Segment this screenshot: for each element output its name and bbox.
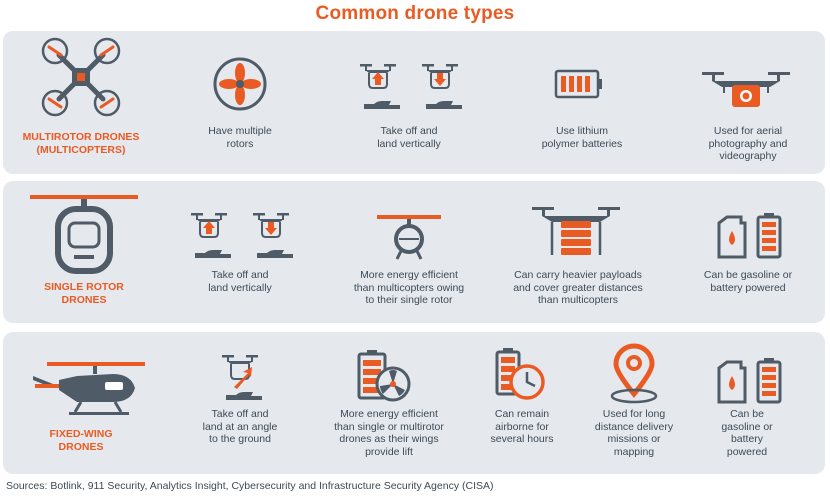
feature-label: Used for aerial photography and videograph… (708, 125, 788, 162)
quadcopter-icon (41, 37, 121, 117)
feature-label: Take off and land at an angle to the groun… (202, 408, 278, 445)
single-rotor-drone-icon (30, 195, 138, 274)
feature-label: Take off and land vertically (377, 125, 441, 150)
angled-takeoff-icon (221, 354, 262, 400)
page-title: Common drone types (315, 3, 515, 24)
camera-drone-icon (702, 72, 790, 107)
feature-label: Use lithium polymer batteries (541, 125, 623, 150)
feature-label: More energy efficient than single or mult… (334, 408, 444, 458)
gas-can-battery-icon (717, 358, 782, 404)
feature-label: Can be gasoline or battery powered (721, 408, 773, 458)
single-rotor-panel: SINGLE ROTOR DRONES Take off and land vert… (3, 181, 825, 323)
feature-label: More energy efficient than multicopters o… (353, 269, 465, 306)
source-note: Sources: Botlink, 911 Security, Analytic… (6, 480, 494, 492)
battery-icon (554, 69, 602, 99)
fixed-wing-drone-icon (33, 362, 145, 415)
payload-drone-icon (532, 207, 620, 255)
feature-label: Take off and land vertically (208, 269, 272, 294)
fixed-wing-panel: FIXED-WING DRONES Take off and land at an … (3, 332, 825, 474)
multirotor-panel: MULTIROTOR DRONES (MULTICOPTERS) Have mul… (3, 31, 825, 174)
feature-label: Can remain airborne for several hours (490, 408, 554, 445)
rotor-icon (213, 57, 267, 111)
feature-label: Can be gasoline or battery powered (703, 269, 793, 294)
location-pin-icon (610, 343, 658, 404)
battery-fan-icon (357, 350, 411, 402)
vertical-takeoff-landing-icon (190, 212, 293, 258)
feature-label: Can carry heavier payloads and cover grea… (513, 269, 643, 306)
feature-label: Have multiple rotors (208, 125, 272, 150)
feature-label: Used for long distance delivery missions o… (594, 408, 674, 458)
battery-clock-icon (495, 348, 545, 400)
multirotor-type-label: MULTIROTOR DRONES (MULTICOPTERS) (22, 131, 140, 156)
vertical-takeoff-landing-icon (359, 63, 462, 109)
fixed-wing-type-label: FIXED-WING DRONES (49, 428, 113, 453)
single-rotor-icon (377, 215, 441, 260)
single-rotor-type-label: SINGLE ROTOR DRONES (44, 281, 124, 306)
gas-can-battery-icon (717, 213, 782, 259)
